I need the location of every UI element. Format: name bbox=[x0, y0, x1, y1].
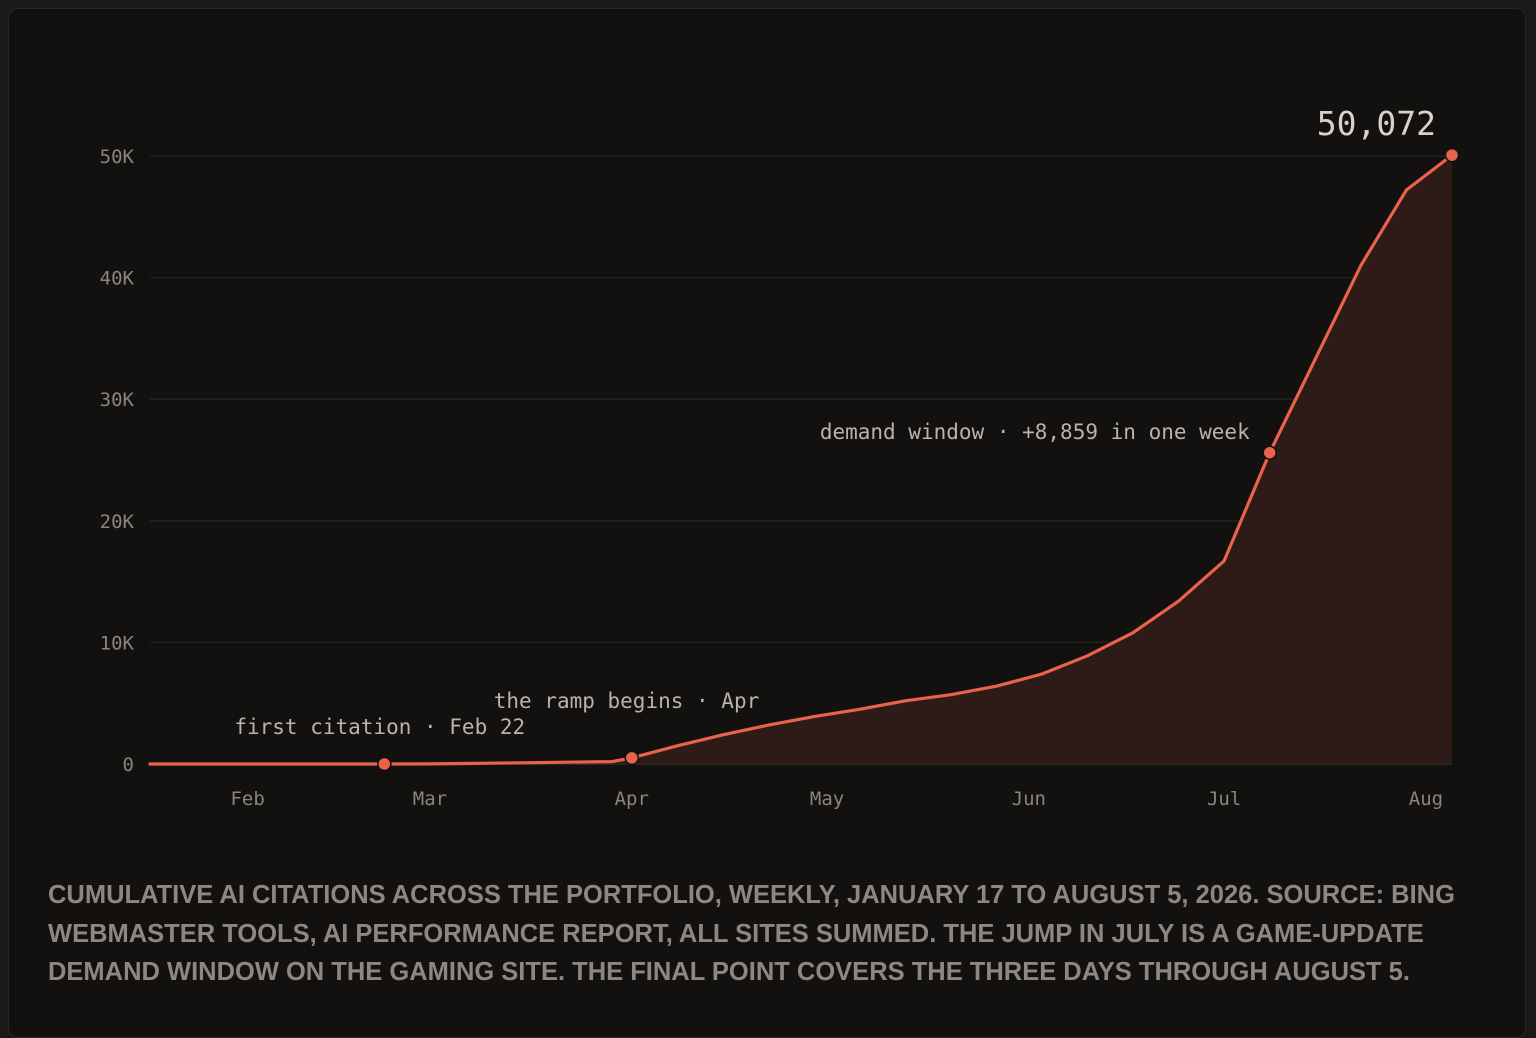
series-line bbox=[148, 153, 1454, 766]
cumulative-citations-chart: 0 10K 20K 30K 40K 50K Feb Mar Apr May Jun Jul Aug fir… bbox=[100, 104, 1460, 810]
annotation-label: first citation · Feb 22 bbox=[234, 715, 525, 739]
y-tick-label: 0 bbox=[123, 754, 134, 776]
x-tick-label: Jul bbox=[1207, 788, 1241, 810]
y-tick-label: 40K bbox=[100, 268, 135, 290]
annotation-marker bbox=[1262, 445, 1277, 460]
final-value-label: 50,072 bbox=[1317, 104, 1436, 143]
y-tick-label: 20K bbox=[100, 511, 135, 533]
annotation-marker bbox=[377, 756, 392, 772]
y-tick-label: 30K bbox=[100, 389, 135, 411]
series-area bbox=[150, 155, 1452, 765]
x-tick-label: Mar bbox=[413, 788, 447, 810]
annotation-label: the ramp begins · Apr bbox=[494, 689, 760, 713]
annotation-label: demand window · +8,859 in one week bbox=[820, 420, 1250, 444]
x-tick-label: Feb bbox=[230, 788, 264, 810]
x-tick-label: Aug bbox=[1409, 788, 1443, 810]
x-tick-label: May bbox=[810, 788, 844, 810]
annotation-marker bbox=[624, 750, 639, 766]
x-tick-label: Jun bbox=[1012, 788, 1046, 810]
y-tick-label: 10K bbox=[100, 632, 135, 654]
y-tick-label: 50K bbox=[100, 146, 135, 168]
chart-caption: Cumulative AI citations across the portf… bbox=[48, 881, 1455, 986]
annotation-marker bbox=[1444, 147, 1460, 163]
x-tick-label: Apr bbox=[615, 788, 649, 810]
